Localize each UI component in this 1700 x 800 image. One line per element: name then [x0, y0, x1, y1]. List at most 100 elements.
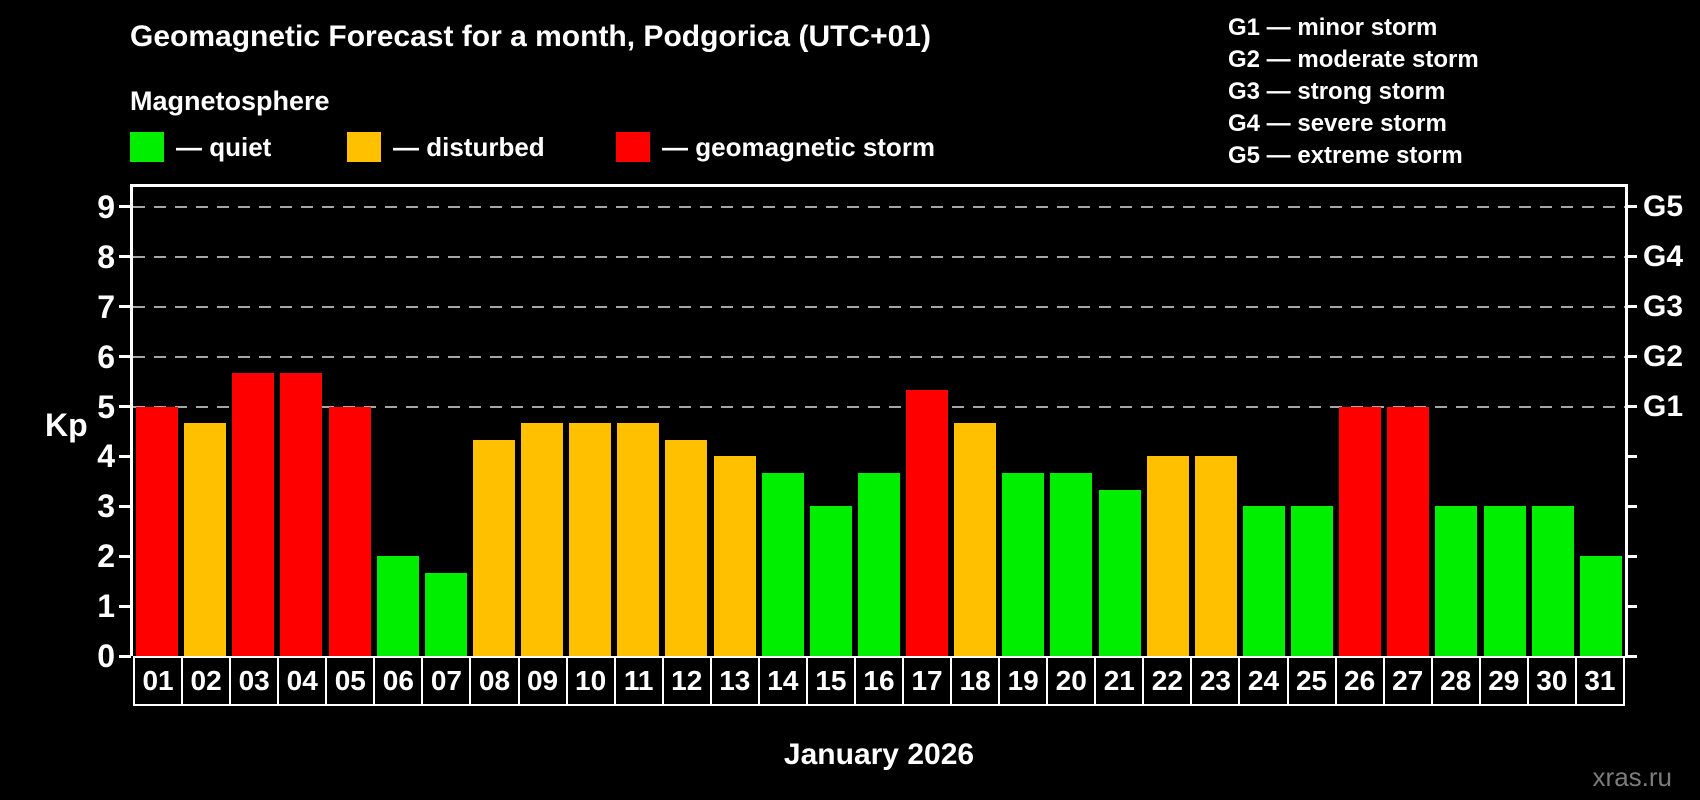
kp-bar-day-17: [906, 390, 949, 656]
gridline-kp-8: [133, 255, 1625, 258]
kp-bar-day-16: [857, 472, 900, 656]
day-cell-22: 22: [1142, 656, 1193, 706]
day-cell-29: 29: [1478, 656, 1529, 706]
kp-bar-day-23: [1194, 456, 1237, 656]
kp-bar-day-20: [1050, 472, 1093, 656]
g-scale-label-g4: G4: [1643, 239, 1684, 273]
kp-bar-day-22: [1146, 456, 1189, 656]
right-tick-kp-8: [1625, 255, 1637, 259]
bar-slot-20: [1047, 187, 1095, 656]
day-cell-04: 04: [277, 656, 328, 706]
bar-slot-31: [1577, 187, 1625, 656]
bar-slot-12: [662, 187, 710, 656]
day-cell-19: 19: [998, 656, 1049, 706]
kp-bar-day-13: [713, 456, 756, 656]
magnetosphere-legend-title: Magnetosphere: [130, 86, 330, 116]
kp-bar-day-27: [1387, 406, 1430, 656]
kp-bar-day-10: [569, 423, 612, 656]
kp-bar-day-18: [954, 423, 997, 656]
gridline-kp-5: [133, 405, 1625, 408]
right-tick-kp-4: [1625, 454, 1637, 458]
bar-slot-25: [1288, 187, 1336, 656]
bar-slot-27: [1384, 187, 1432, 656]
right-tick-kp-7: [1625, 305, 1637, 309]
g3-legend-line: G3 — strong storm: [1228, 78, 1446, 105]
left-tick-kp-1: [119, 604, 131, 608]
g4-legend-line: G4 — severe storm: [1228, 110, 1447, 137]
day-cell-20: 20: [1046, 656, 1097, 706]
quiet-legend-label: — quiet: [176, 131, 272, 162]
kp-bar-day-03: [232, 373, 275, 656]
day-cell-01: 01: [133, 656, 184, 706]
day-cell-23: 23: [1190, 656, 1241, 706]
bar-slot-26: [1336, 187, 1384, 656]
right-tick-kp-3: [1625, 504, 1637, 508]
bar-slot-04: [277, 187, 325, 656]
bar-slot-14: [759, 187, 807, 656]
kp-bar-day-09: [521, 423, 564, 656]
right-tick-kp-2: [1625, 554, 1637, 558]
bar-slot-21: [1096, 187, 1144, 656]
gridline-kp-7: [133, 305, 1625, 308]
day-cell-10: 10: [565, 656, 616, 706]
day-cell-05: 05: [325, 656, 376, 706]
day-cell-15: 15: [805, 656, 856, 706]
day-cell-03: 03: [229, 656, 280, 706]
left-tick-kp-5: [119, 405, 131, 409]
kp-bar-day-31: [1579, 556, 1622, 656]
disturbed-legend-label: — disturbed: [393, 131, 545, 162]
day-cell-06: 06: [373, 656, 424, 706]
bar-slot-29: [1481, 187, 1529, 656]
right-tick-kp-6: [1625, 355, 1637, 359]
legend-item-storm: — geomagnetic storm: [616, 130, 935, 164]
kp-bar-day-08: [472, 439, 515, 656]
bar-slot-03: [229, 187, 277, 656]
y-tick-label-6: 6: [97, 338, 115, 375]
right-tick-kp-9: [1625, 205, 1637, 209]
day-cell-30: 30: [1526, 656, 1577, 706]
day-cell-07: 07: [421, 656, 472, 706]
g2-legend-line: G2 — moderate storm: [1228, 46, 1479, 73]
left-tick-kp-3: [119, 504, 131, 508]
bar-slot-09: [518, 187, 566, 656]
bar-slot-28: [1432, 187, 1480, 656]
day-cell-08: 08: [469, 656, 520, 706]
kp-bar-day-29: [1483, 506, 1526, 656]
y-tick-label-2: 2: [97, 538, 115, 575]
left-tick-kp-2: [119, 554, 131, 558]
kp-bar-day-04: [280, 373, 323, 656]
bar-slot-18: [951, 187, 999, 656]
right-tick-kp-0: [1625, 654, 1637, 658]
legend-item-disturbed: — disturbed: [347, 130, 545, 164]
chart-title: Geomagnetic Forecast for a month, Podgor…: [130, 20, 931, 53]
gridline-kp-6: [133, 355, 1625, 358]
left-tick-kp-8: [119, 255, 131, 259]
disturbed-color-swatch: [347, 132, 381, 162]
bar-slot-06: [374, 187, 422, 656]
bar-slot-24: [1240, 187, 1288, 656]
y-tick-label-1: 1: [97, 588, 115, 625]
kp-bar-day-01: [136, 406, 179, 656]
bar-slot-16: [855, 187, 903, 656]
watermark: xras.ru: [1592, 762, 1672, 792]
left-tick-kp-6: [119, 355, 131, 359]
kp-bar-day-06: [376, 556, 419, 656]
kp-bar-day-24: [1242, 506, 1285, 656]
legend-item-quiet: — quiet: [130, 130, 271, 164]
bar-slot-05: [326, 187, 374, 656]
kp-bar-day-05: [328, 406, 371, 656]
kp-bar-day-21: [1098, 489, 1141, 656]
bar-slot-11: [614, 187, 662, 656]
day-cell-13: 13: [709, 656, 760, 706]
g-scale-label-g3: G3: [1643, 289, 1684, 323]
g-scale-legend: G1 — minor storm G2 — moderate storm G3 …: [1228, 12, 1479, 172]
y-tick-label-5: 5: [97, 388, 115, 425]
bar-slot-30: [1529, 187, 1577, 656]
kp-bar-day-30: [1531, 506, 1574, 656]
day-cell-25: 25: [1286, 656, 1337, 706]
y-axis-title: Kp: [45, 407, 88, 443]
day-cell-28: 28: [1430, 656, 1481, 706]
left-tick-kp-7: [119, 305, 131, 309]
bar-slot-02: [181, 187, 229, 656]
